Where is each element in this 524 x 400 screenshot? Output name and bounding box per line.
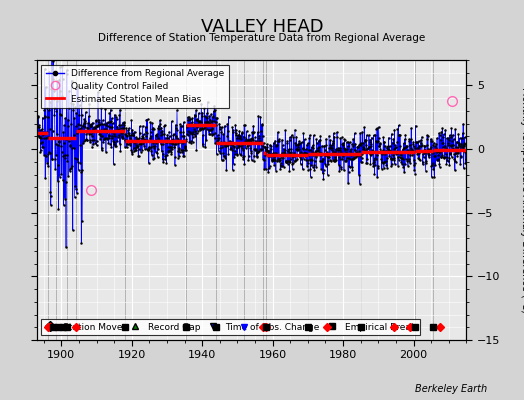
Y-axis label: Monthly Temperature Anomaly Difference (°C): Monthly Temperature Anomaly Difference (… [520,87,524,313]
Text: VALLEY HEAD: VALLEY HEAD [201,18,323,36]
Legend: Station Move, Record Gap, Time of Obs. Change, Empirical Break: Station Move, Record Gap, Time of Obs. C… [41,319,420,336]
Text: Difference of Station Temperature Data from Regional Average: Difference of Station Temperature Data f… [99,33,425,43]
Text: Berkeley Earth: Berkeley Earth [415,384,487,394]
